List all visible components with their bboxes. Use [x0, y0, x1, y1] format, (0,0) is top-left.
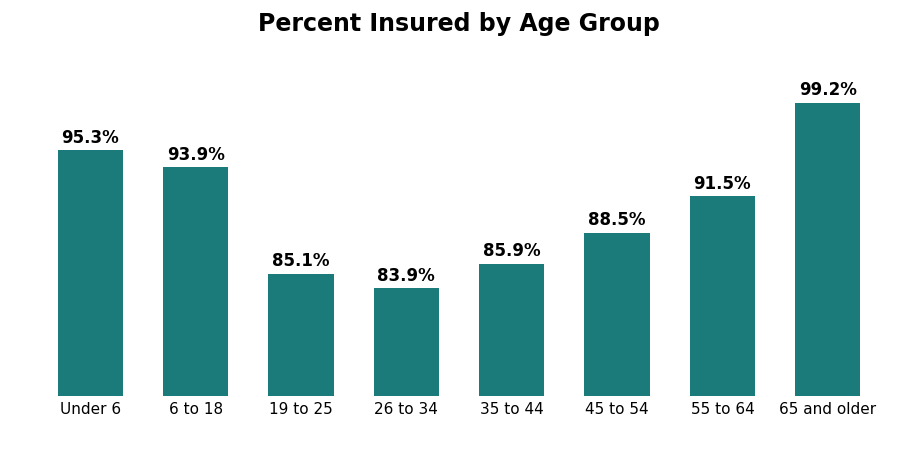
Text: 93.9%: 93.9%: [166, 146, 224, 164]
Bar: [163, 167, 229, 450]
Text: 95.3%: 95.3%: [61, 129, 119, 147]
Title: Percent Insured by Age Group: Percent Insured by Age Group: [258, 12, 660, 36]
Bar: [584, 233, 650, 450]
Text: 85.9%: 85.9%: [483, 243, 541, 261]
Bar: [479, 264, 544, 450]
Bar: [795, 103, 860, 450]
Text: 91.5%: 91.5%: [694, 175, 751, 193]
Bar: [374, 288, 439, 450]
Text: 83.9%: 83.9%: [377, 267, 436, 285]
Text: 88.5%: 88.5%: [589, 211, 646, 229]
Text: 99.2%: 99.2%: [799, 81, 857, 99]
Text: 85.1%: 85.1%: [272, 252, 329, 270]
Bar: [268, 274, 334, 450]
Bar: [58, 150, 123, 450]
Bar: [689, 196, 755, 450]
